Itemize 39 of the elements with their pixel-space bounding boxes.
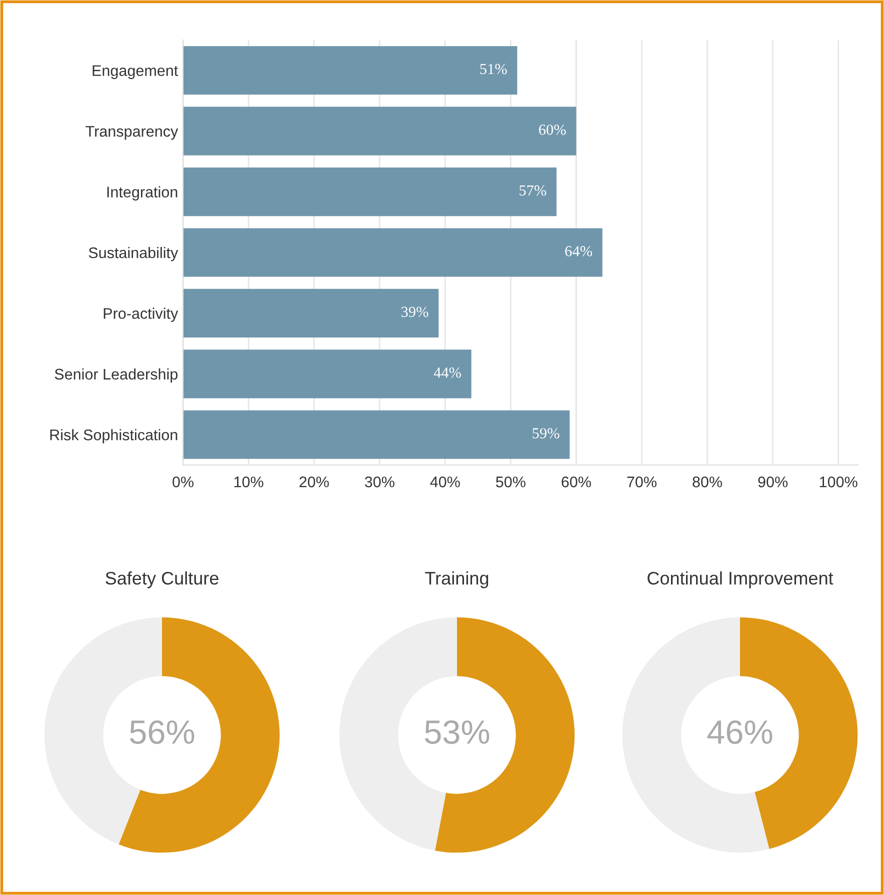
x-tick-label: 0% [172, 476, 194, 488]
data-label: 59% [532, 428, 560, 439]
x-tick-label: 100% [820, 476, 858, 488]
chart-title: Safety Culture [106, 571, 218, 588]
y-tick-label: Engagement [92, 65, 178, 80]
x-tick-label: 80% [692, 476, 722, 488]
x-tick-label: 10% [234, 476, 264, 488]
y-tick-label: Risk Sophistication [50, 429, 178, 444]
bar [183, 410, 570, 459]
bar [183, 288, 439, 338]
bar [183, 228, 602, 277]
y-tick-label: Integration [107, 186, 178, 200]
x-tick-label: 30% [364, 476, 394, 488]
chart-title: Training [425, 571, 488, 588]
y-tick-label: Senior Leadership [54, 368, 178, 383]
data-label: 60% [539, 124, 566, 135]
x-tick-label: 50% [496, 476, 526, 488]
chart-title: Continual Improvement [648, 571, 834, 588]
x-tick-label: 20% [300, 476, 329, 488]
donut-slice [118, 617, 280, 853]
x-tick-label: 70% [627, 476, 656, 488]
data-label: 53% [424, 720, 490, 744]
data-label: 64% [565, 246, 592, 256]
y-tick-label: Transparency [86, 126, 178, 140]
y-tick-label: Sustainability [88, 246, 178, 262]
x-tick-label: 40% [430, 476, 460, 488]
data-label: 46% [707, 720, 772, 744]
bar [183, 350, 472, 398]
bar [183, 106, 576, 156]
bar [183, 46, 518, 95]
data-label: 44% [434, 367, 461, 378]
data-label: 39% [401, 306, 428, 318]
data-label: 57% [520, 185, 546, 196]
bar [183, 168, 557, 216]
x-tick-label: 60% [562, 476, 591, 488]
y-tick-label: Pro-activity [104, 308, 178, 322]
data-label: 51% [480, 64, 507, 74]
x-tick-label: 90% [758, 476, 788, 488]
data-label: 56% [130, 720, 194, 744]
